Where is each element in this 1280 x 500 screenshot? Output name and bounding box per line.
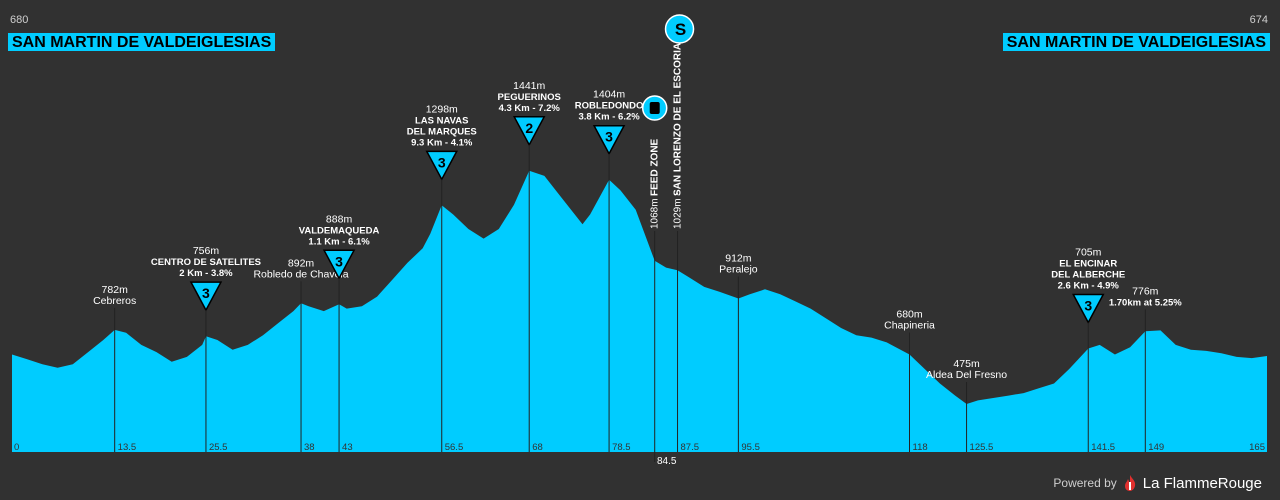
poi-elevation-label: 1404m: [593, 89, 625, 101]
poi-name-label: DEL ALBERCHE: [1051, 269, 1125, 280]
start-elevation: 680: [10, 14, 29, 26]
poi-climb-detail: 2 Km - 3.8%: [179, 268, 233, 279]
climb-category-marker: [189, 281, 223, 312]
km-marker-label: 38: [304, 442, 315, 453]
poi-elevation-label: 776m: [1132, 285, 1159, 297]
climb-category-marker: [512, 116, 546, 147]
poi-elevation-label: 888m: [326, 213, 353, 225]
km-marker-label: 95.5: [741, 442, 760, 453]
start-location: SAN MARTIN DE VALDEIGLESIAS: [8, 33, 276, 51]
climb-category-marker: [592, 124, 626, 156]
km-marker-label: 141.5: [1091, 442, 1115, 453]
poi-name-label: PEGUERINOS: [498, 92, 561, 103]
poi-climb-detail: 1.1 Km - 6.1%: [308, 236, 370, 247]
poi-name-label: Cebreros: [93, 295, 136, 307]
km-marker-label: 165: [1249, 442, 1265, 453]
climb-category-label: 2: [525, 120, 533, 136]
finish-location: SAN MARTIN DE VALDEIGLESIAS: [1002, 33, 1270, 51]
km-marker-label: 87.5: [681, 442, 700, 453]
poi-elevation-label: 705m: [1075, 246, 1102, 258]
poi-elevation-label: 782m: [102, 284, 129, 296]
poi-elevation-label: 475m: [953, 358, 980, 370]
km-marker-label: 56.5: [445, 442, 464, 453]
climb-category-label: 3: [438, 154, 446, 170]
sprint-icon: S: [675, 20, 686, 39]
poi-elevation-label: 912m: [725, 253, 752, 265]
climb-category-label: 3: [335, 253, 343, 269]
brand-name: La FlammeRouge: [1142, 474, 1262, 492]
km-marker-label: 0: [14, 442, 19, 453]
poi-name-label: VALDEMAQUEDA: [299, 225, 380, 236]
flame-logo-icon: [1124, 475, 1135, 491]
poi-name-label: DEL MARQUES: [407, 126, 477, 137]
poi-elevation-label: 1441m: [513, 80, 545, 92]
poi-climb-detail: 3.8 Km - 6.2%: [578, 112, 640, 123]
poi-climb-detail: 9.3 Km - 4.1%: [411, 137, 473, 148]
climb-category-marker: [322, 249, 356, 280]
poi-name-label: Robledo de Chavela: [253, 268, 348, 280]
km-marker-label: 13.5: [118, 442, 137, 453]
poi-elevation-label: 1298m: [426, 103, 458, 115]
sprint-icon: [664, 14, 695, 44]
km-marker-label: 78.5: [612, 442, 631, 453]
poi-name-label: FEED ZONE: [650, 138, 661, 196]
finish-elevation: 674: [1249, 14, 1268, 26]
poi-name-label: EL ENCINAR: [1059, 258, 1117, 269]
climb-category-label: 3: [202, 285, 210, 301]
climb-category-marker: [1072, 293, 1105, 325]
poi-climb-detail: 4.3 Km - 7.2%: [499, 103, 561, 114]
feed-zone-icon: [649, 102, 660, 114]
poi-elevation-label: 1068m -: [650, 192, 661, 229]
km-marker-label: 149: [1148, 442, 1164, 453]
poi-name-label: Chapineria: [884, 320, 935, 332]
poi-name-label: CENTRO DE SATELITES: [151, 257, 261, 268]
poi-name-label: SAN LORENZO DE EL ESCORIAL: [673, 37, 684, 196]
climb-category-marker: [425, 150, 458, 181]
footer-credit: Powered by La FlammeRouge: [1053, 474, 1262, 492]
poi-elevation-label: 756m: [193, 245, 220, 257]
elevation-profile-area: [12, 170, 1267, 453]
climb-category-label: 3: [605, 129, 613, 145]
poi-name-label: Aldea Del Fresno: [926, 369, 1007, 381]
km-marker-label: 68: [532, 442, 543, 453]
poi-name-label: LAS NAVAS: [415, 115, 468, 126]
climb-category-label: 3: [1084, 297, 1092, 313]
km-marker-label: 84.5: [657, 456, 677, 467]
km-marker-label: 118: [913, 442, 928, 453]
powered-by-text: Powered by: [1053, 476, 1117, 490]
poi-elevation-label: 1029m -: [673, 192, 684, 229]
km-marker-label: 43: [342, 442, 353, 453]
poi-climb-detail: 1.70km at 5.25%: [1109, 297, 1182, 308]
poi-climb-detail: 2.6 Km - 4.9%: [1058, 280, 1120, 291]
poi-name-label: Peralejo: [719, 264, 758, 276]
km-marker-label: 125.5: [970, 442, 994, 453]
poi-name-label: ROBLEDONDO: [575, 101, 644, 112]
km-marker-label: 25.5: [209, 442, 228, 453]
poi-elevation-label: 892m: [288, 257, 315, 269]
poi-elevation-label: 680m: [896, 309, 923, 321]
